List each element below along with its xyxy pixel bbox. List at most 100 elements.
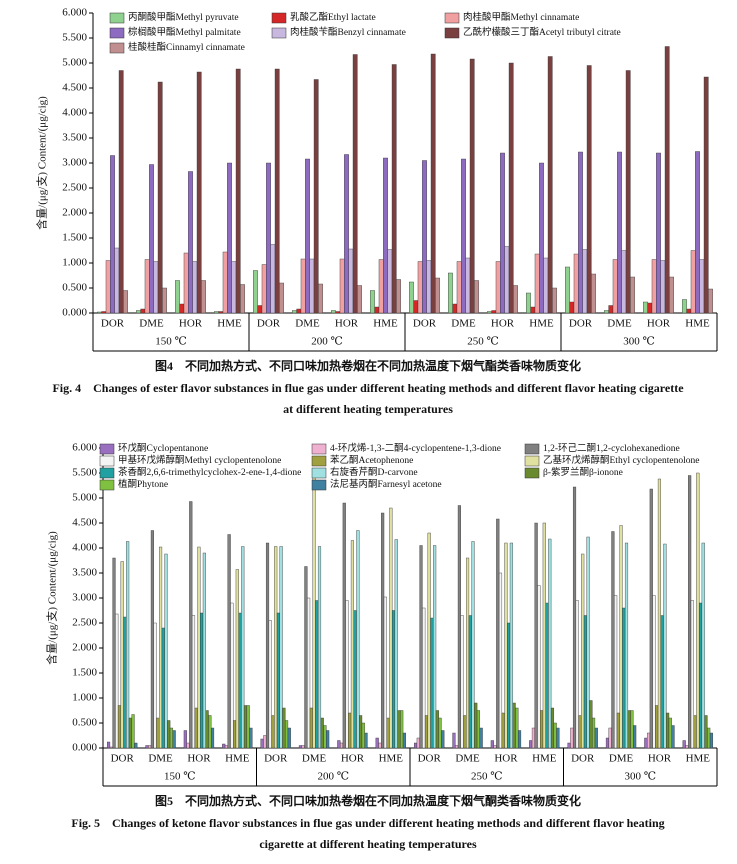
bar (112, 557, 116, 749)
bar (649, 488, 653, 749)
bar (703, 76, 709, 314)
bar (194, 707, 198, 749)
bar (397, 710, 401, 749)
legend-label: 乳酸乙酯Ethyl lactate (290, 11, 376, 23)
x-tick-label: DME (148, 753, 173, 765)
y-tick-label: 2.000 (62, 207, 87, 219)
bar (200, 612, 204, 749)
bar (145, 745, 149, 749)
bar (260, 738, 264, 749)
bar (235, 569, 239, 749)
x-tick-label: DME (451, 318, 476, 330)
bar (611, 531, 615, 749)
bar (456, 261, 462, 314)
bar (424, 715, 429, 749)
bar (348, 248, 354, 314)
legend-swatch (524, 455, 540, 467)
bar (614, 595, 618, 749)
bar (118, 70, 124, 314)
bar (140, 308, 146, 314)
bar (708, 288, 713, 314)
legend-label: 法尼基丙酮Farnesyl acetone (330, 478, 442, 490)
bar (208, 715, 212, 749)
y-tick-label: 1.500 (62, 232, 87, 244)
bar (240, 284, 245, 314)
y-tick-label: 1.500 (72, 667, 97, 679)
bar (161, 627, 165, 749)
y-tick-label: 3.000 (72, 592, 97, 604)
bar (500, 152, 505, 314)
bar (117, 705, 122, 749)
bar (495, 261, 501, 314)
bar (656, 152, 661, 314)
bar (493, 745, 497, 749)
caption-en: Fig. 5 Changes of ketone flavor substanc… (71, 816, 664, 830)
bar (501, 712, 505, 749)
x-tick-label: DOR (264, 753, 288, 765)
bar (604, 310, 609, 314)
bar (296, 308, 302, 314)
bar (97, 311, 102, 314)
bar (509, 542, 513, 749)
bar (387, 249, 393, 314)
x-tick-label: HOR (187, 753, 211, 765)
bar (570, 727, 574, 749)
bar (323, 725, 327, 749)
bar (578, 715, 582, 749)
bar (573, 253, 579, 314)
y-tick-label: 2.000 (72, 642, 97, 654)
bar (409, 281, 414, 314)
bar (115, 613, 119, 749)
bar (690, 250, 696, 314)
bar (342, 502, 346, 749)
y-tick-label: 1.000 (62, 257, 87, 269)
x-tick-label: HME (217, 318, 242, 330)
bar (131, 714, 135, 749)
x-tick-label: DOR (571, 753, 595, 765)
y-tick-label: 5.500 (72, 467, 97, 479)
bar (235, 68, 241, 314)
x-tick-label: DOR (257, 318, 281, 330)
bar (575, 600, 579, 749)
bar (625, 70, 631, 314)
bar (416, 737, 420, 749)
bar (348, 712, 352, 749)
bar (345, 600, 349, 749)
bar (534, 522, 538, 749)
bar (172, 730, 176, 749)
bar (567, 742, 571, 749)
legend-swatch (99, 479, 115, 491)
x-tick-label: DOR (569, 318, 593, 330)
bar (438, 717, 442, 749)
bar (581, 553, 585, 749)
bar (188, 171, 193, 314)
bar (414, 742, 418, 749)
bar (513, 285, 518, 314)
legend-label: 丙酮酸甲酯Methyl pyruvate (128, 11, 239, 23)
bar (391, 610, 396, 749)
bar (114, 247, 120, 314)
bar (339, 258, 345, 314)
bar (196, 71, 202, 314)
bar (643, 301, 648, 314)
bar (542, 522, 546, 749)
group-label: 200 ℃ (311, 336, 343, 348)
bar (534, 253, 540, 314)
bar (214, 311, 219, 314)
x-tick-label: HOR (494, 753, 518, 765)
x-tick-label: DOR (418, 753, 442, 765)
y-tick-label: 0.000 (72, 742, 97, 754)
bar (504, 542, 508, 749)
bar (657, 478, 661, 749)
bar (468, 615, 472, 749)
bar (668, 717, 672, 749)
legend-label: 植酮Phytone (118, 478, 168, 490)
bar (419, 545, 423, 749)
bar (452, 732, 456, 749)
caption-cn: 图5 不同加热方式、不同口味加热卷烟在不同加热温度下烟气酮类香味物质变化 (155, 793, 581, 808)
y-tick-label: 1.000 (72, 692, 97, 704)
bar (652, 595, 656, 749)
group-label: 300 ℃ (624, 771, 656, 783)
bar (123, 290, 128, 314)
legend-swatch (311, 443, 327, 455)
